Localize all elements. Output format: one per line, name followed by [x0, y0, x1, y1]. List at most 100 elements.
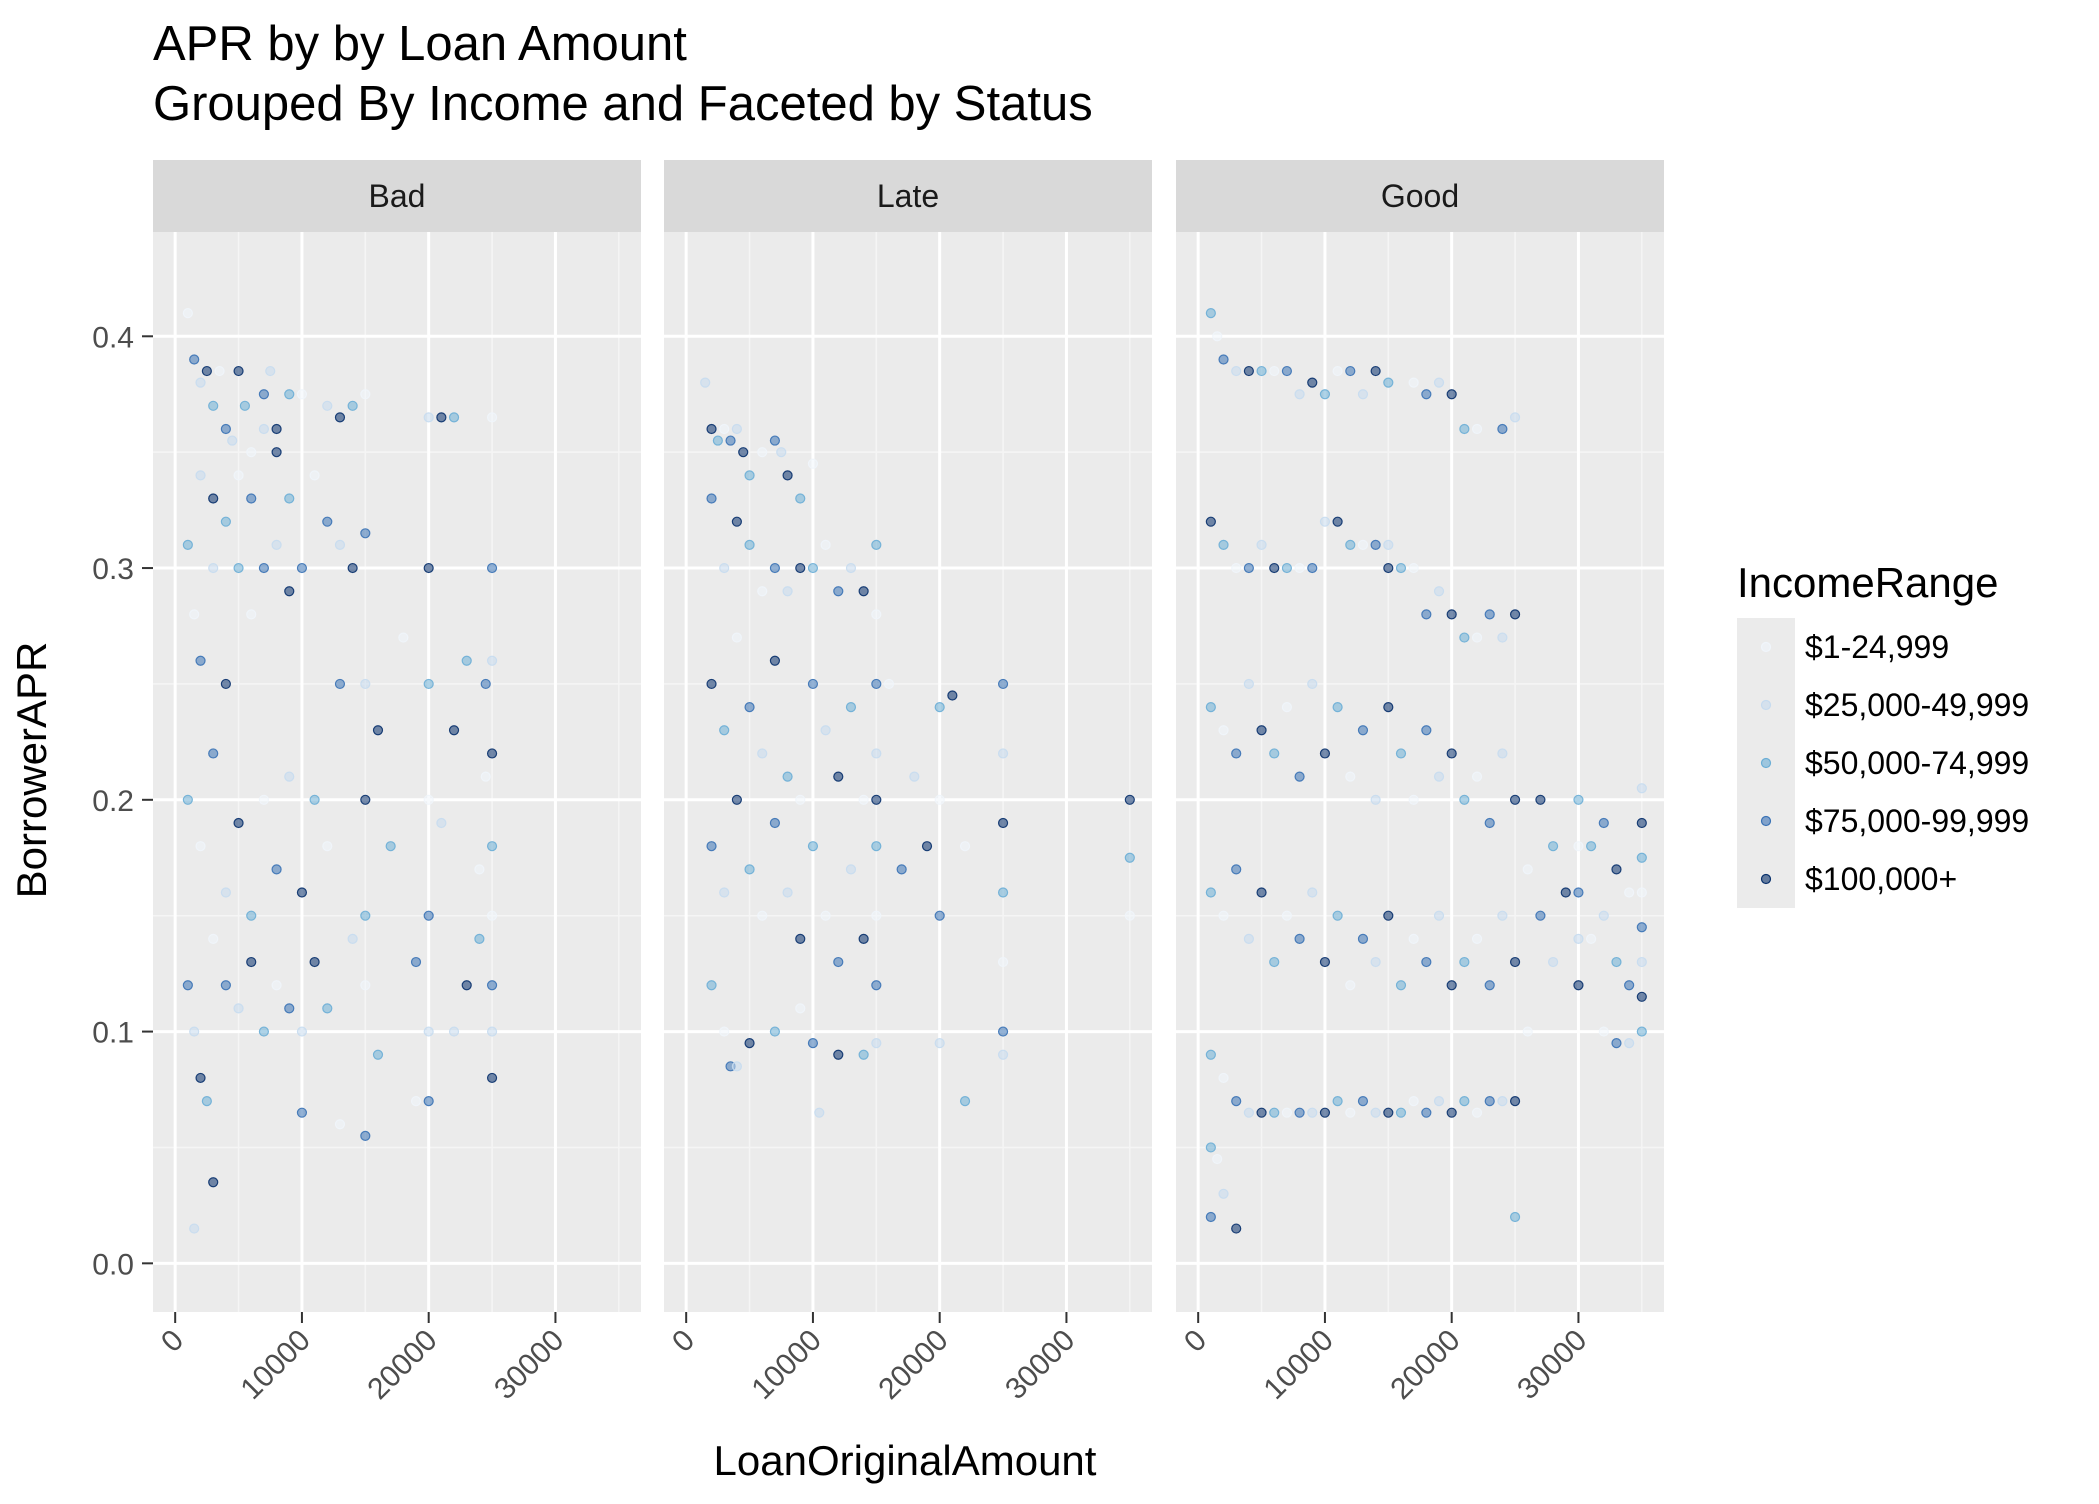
- data-point: [871, 841, 882, 852]
- data-point: [1319, 956, 1331, 968]
- data-point: [1218, 1072, 1229, 1084]
- data-point: [1636, 887, 1647, 898]
- data-point: [1357, 725, 1369, 736]
- data-point: [296, 1026, 308, 1037]
- data-point: [233, 1003, 244, 1014]
- data-point: [208, 1177, 219, 1188]
- data-point: [334, 539, 346, 550]
- data-point: [1497, 748, 1508, 759]
- y-tick-label: 0.0: [92, 1248, 134, 1281]
- data-point: [347, 933, 358, 944]
- data-point: [1421, 1107, 1432, 1118]
- data-point: [712, 435, 723, 446]
- data-point: [1212, 331, 1223, 342]
- data-point: [258, 794, 270, 805]
- y-axis-label: BorrowerAPR: [8, 642, 55, 899]
- data-point: [1294, 933, 1305, 944]
- data-point: [731, 1061, 742, 1072]
- data-point: [820, 539, 831, 550]
- data-point: [1383, 1107, 1394, 1118]
- data-point: [1256, 725, 1267, 736]
- data-point: [220, 980, 231, 991]
- data-point: [360, 794, 371, 805]
- data-point: [782, 470, 793, 481]
- data-point: [322, 841, 333, 852]
- data-point: [239, 400, 250, 411]
- data-point: [1345, 365, 1356, 377]
- data-point: [1205, 887, 1216, 898]
- data-point: [997, 1049, 1009, 1060]
- data-point: [265, 365, 276, 377]
- data-point: [480, 678, 491, 690]
- data-point: [1383, 377, 1394, 388]
- data-point: [959, 1095, 971, 1107]
- data-point: [486, 1026, 498, 1037]
- data-point: [1586, 933, 1597, 944]
- panel-background: [153, 232, 641, 1312]
- data-point: [322, 1003, 333, 1014]
- data-point: [1281, 365, 1293, 377]
- data-point: [706, 841, 717, 852]
- data-point: [1269, 365, 1280, 377]
- data-point: [807, 841, 819, 852]
- facet-strip: [153, 160, 641, 232]
- data-point: [201, 365, 212, 377]
- data-point: [845, 864, 857, 875]
- data-point: [271, 447, 282, 458]
- data-point: [1357, 389, 1369, 400]
- data-point: [233, 365, 244, 377]
- data-point: [1433, 377, 1445, 388]
- data-point: [486, 655, 498, 666]
- data-point: [189, 354, 200, 365]
- data-point: [1256, 887, 1267, 898]
- data-point: [1573, 933, 1584, 944]
- data-point: [309, 956, 320, 968]
- data-point: [1332, 516, 1343, 527]
- data-point: [246, 447, 257, 458]
- data-point: [871, 1038, 882, 1049]
- data-point: [1281, 562, 1293, 574]
- data-point: [1269, 562, 1280, 574]
- data-point: [1345, 980, 1356, 991]
- data-point: [934, 702, 945, 713]
- legend-key-symbol: [1760, 699, 1772, 711]
- data-point: [997, 748, 1009, 759]
- data-point: [1345, 539, 1356, 550]
- data-point: [220, 887, 231, 898]
- data-point: [385, 841, 396, 852]
- data-point: [833, 771, 844, 782]
- data-point: [360, 389, 371, 400]
- data-point: [296, 562, 308, 574]
- data-point: [1611, 956, 1622, 968]
- data-point: [334, 1119, 346, 1130]
- data-point: [1294, 1107, 1305, 1118]
- data-point: [1269, 748, 1280, 759]
- data-point: [195, 377, 206, 388]
- data-point: [719, 423, 730, 435]
- data-point: [1547, 841, 1559, 852]
- data-point: [1636, 956, 1647, 968]
- data-point: [1205, 1211, 1216, 1223]
- data-point: [1459, 956, 1470, 968]
- data-point: [744, 702, 755, 713]
- data-point: [322, 516, 333, 527]
- data-point: [731, 794, 742, 805]
- data-point: [1509, 609, 1521, 620]
- data-point: [309, 470, 320, 481]
- data-point: [769, 435, 781, 446]
- data-point: [284, 586, 295, 597]
- data-point: [1345, 1107, 1356, 1118]
- data-point: [208, 562, 219, 574]
- data-point: [934, 1038, 945, 1049]
- data-point: [858, 933, 869, 944]
- data-point: [271, 539, 282, 550]
- data-point: [719, 725, 730, 736]
- data-point: [423, 678, 434, 690]
- data-point: [258, 1026, 270, 1037]
- data-point: [448, 725, 460, 736]
- data-point: [1547, 956, 1559, 968]
- data-point: [480, 771, 491, 782]
- data-point: [372, 725, 384, 736]
- data-point: [1395, 980, 1407, 991]
- data-point: [1294, 771, 1305, 782]
